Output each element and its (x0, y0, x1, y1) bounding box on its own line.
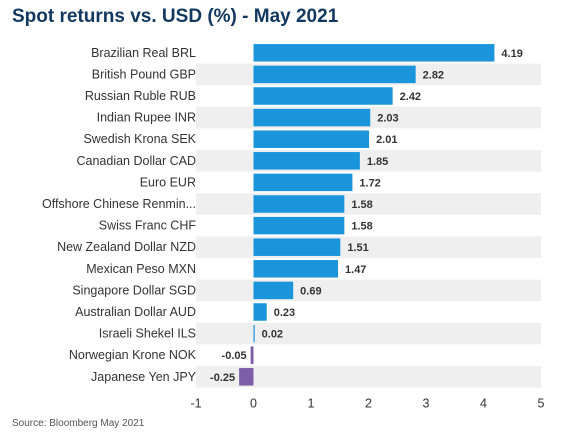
data-label: 1.58 (351, 199, 372, 211)
x-tick-label: 4 (480, 397, 487, 411)
data-label: 1.58 (351, 221, 372, 233)
category-label: Swiss Franc CHF (99, 219, 197, 233)
category-label: Israeli Shekel ILS (99, 327, 196, 341)
data-label: 2.01 (376, 134, 397, 146)
category-label: Australian Dollar AUD (75, 305, 196, 319)
x-tick-label: 3 (423, 397, 430, 411)
bar (253, 324, 255, 343)
data-label: 2.42 (400, 91, 421, 103)
bar (253, 281, 294, 300)
data-label: -0.05 (222, 350, 247, 362)
category-label: Brazilian Real BRL (91, 46, 196, 60)
data-label: 4.19 (501, 48, 522, 60)
data-label: 1.85 (367, 156, 388, 168)
bar (253, 238, 341, 256)
category-label: Singapore Dollar SGD (72, 283, 196, 297)
x-tick-label: 5 (538, 397, 545, 411)
category-label: New Zealand Dollar NZD (57, 240, 196, 254)
category-label: Norwegian Krone NOK (69, 348, 197, 362)
category-label: Russian Ruble RUB (85, 89, 196, 103)
bar (253, 260, 339, 278)
x-tick-label: 2 (365, 397, 372, 411)
category-label: Offshore Chinese Renmin... (42, 197, 196, 211)
category-label: Indian Rupee INR (97, 111, 196, 125)
x-tick-label: 1 (308, 397, 315, 411)
bar (253, 195, 345, 213)
data-label: -0.25 (210, 372, 235, 384)
data-label: 0.02 (262, 329, 283, 341)
row-band (196, 322, 541, 345)
bar (253, 152, 360, 170)
category-label: Swedish Krona SEK (83, 132, 196, 146)
data-label: 2.82 (423, 69, 444, 81)
chart-title: Spot returns vs. USD (%) - May 2021 (12, 6, 339, 27)
row-band (196, 366, 541, 388)
bar (253, 87, 393, 105)
bar (253, 130, 370, 148)
category-label: Japanese Yen JPY (91, 370, 197, 384)
bar (253, 173, 353, 192)
bar (253, 44, 495, 62)
category-label: Euro EUR (140, 175, 196, 189)
bar (253, 65, 416, 84)
bar (253, 108, 371, 127)
x-tick-label: -1 (190, 397, 201, 411)
row-band (196, 279, 541, 302)
data-label: 1.51 (347, 242, 368, 254)
data-label: 0.69 (300, 285, 321, 297)
x-tick-label: 0 (250, 397, 257, 411)
category-label: Mexican Peso MXN (86, 262, 196, 276)
category-label: British Pound GBP (92, 67, 196, 81)
data-label: 2.03 (377, 113, 398, 125)
source-note: Source: Bloomberg May 2021 (12, 418, 145, 429)
data-label: 0.23 (274, 307, 295, 319)
bar (239, 368, 254, 386)
bar (250, 346, 254, 364)
data-label: 1.47 (345, 264, 366, 276)
category-label: Canadian Dollar CAD (76, 154, 196, 168)
data-label: 1.72 (359, 177, 380, 189)
bar (253, 303, 267, 321)
bar (253, 216, 345, 235)
